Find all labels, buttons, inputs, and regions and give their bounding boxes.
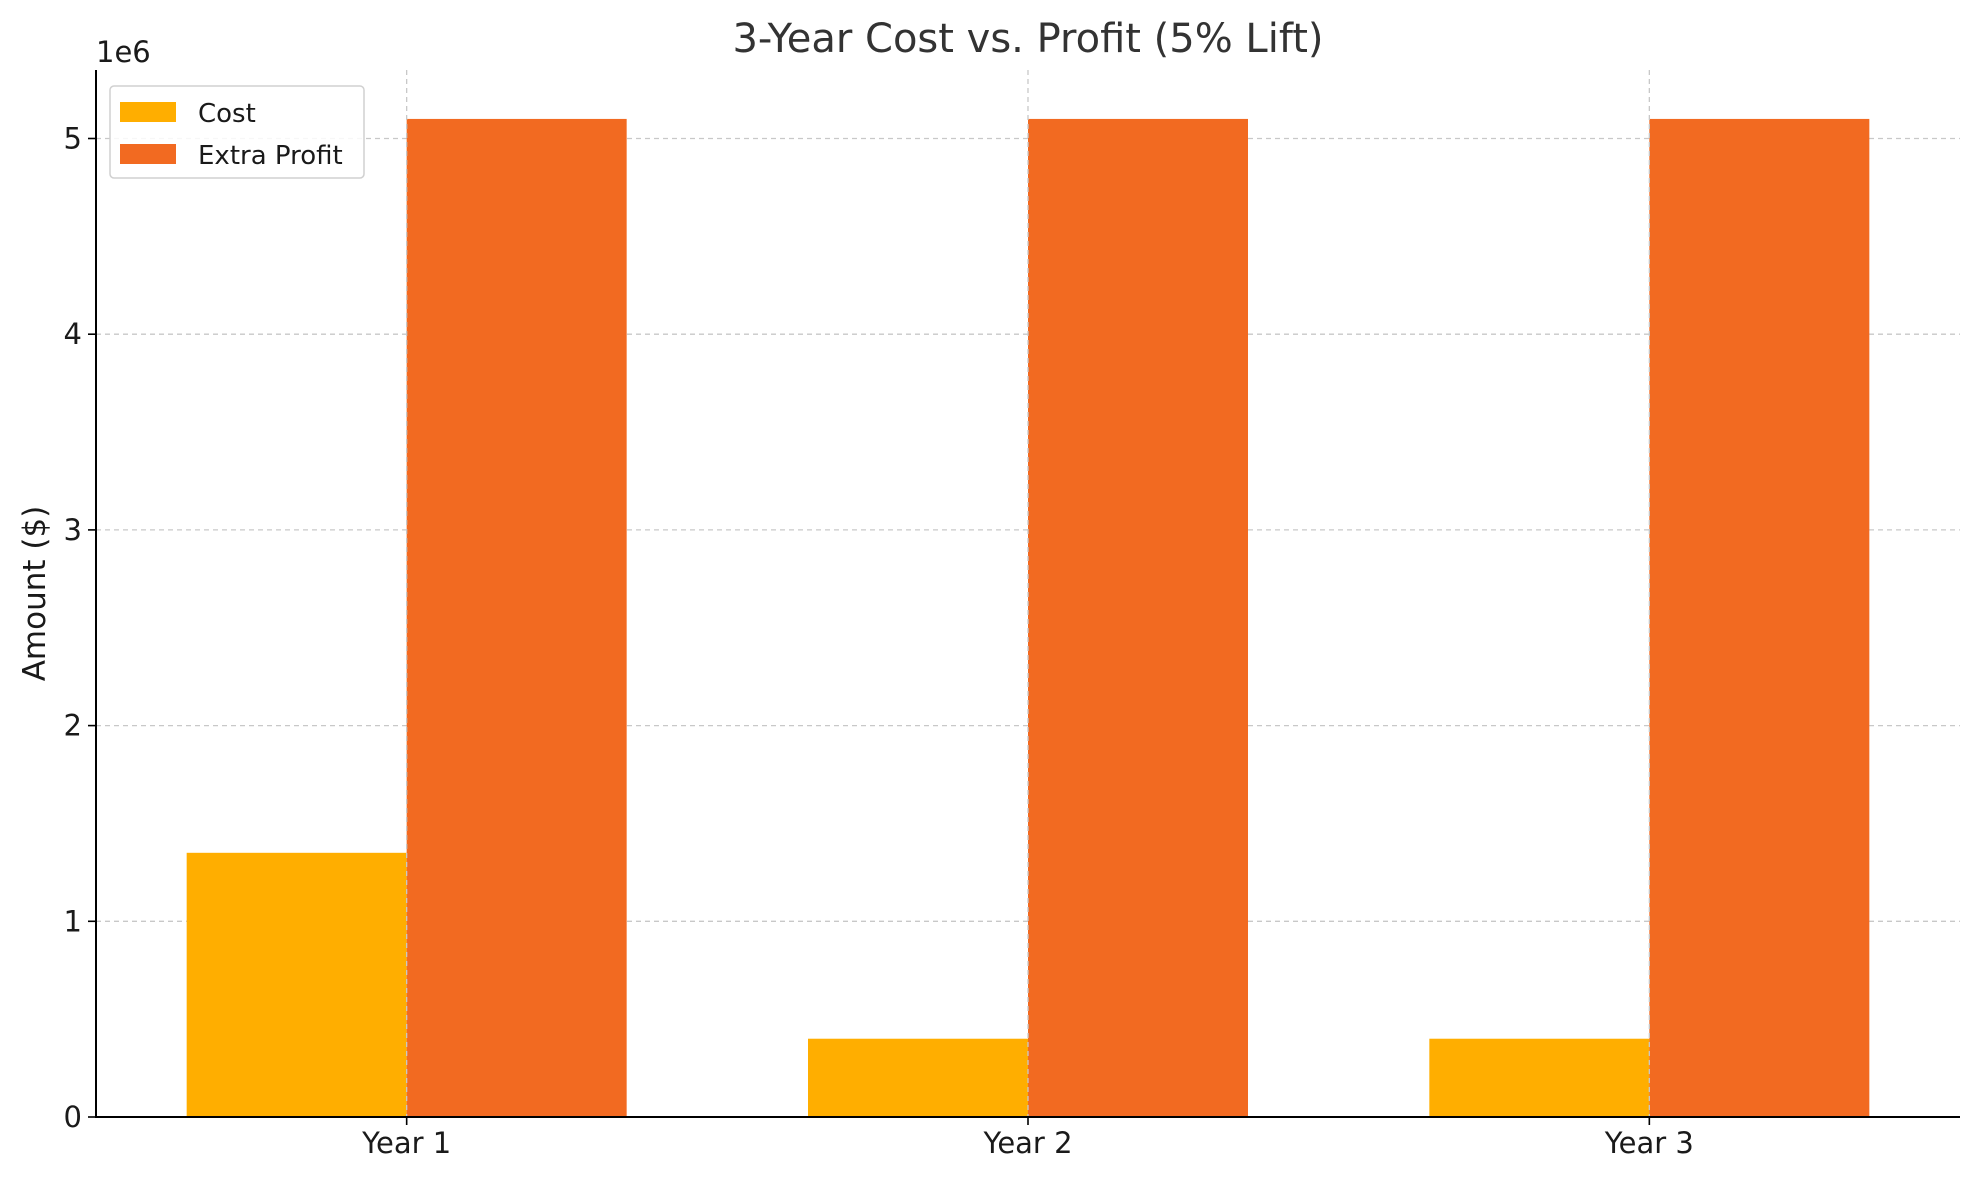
x-tick-label: Year 2 <box>982 1126 1072 1160</box>
legend-swatch-extra-profit <box>120 144 176 164</box>
bar-extra-profit-year-1 <box>406 118 627 1117</box>
bars-layer <box>186 118 1870 1117</box>
y-axis-offset-label: 1e6 <box>96 35 151 69</box>
y-tick-label: 3 <box>64 513 82 547</box>
x-tick-label: Year 3 <box>1604 1126 1694 1160</box>
ticks-layer: 0 1 2 3 4 5 Year 1 Year 2 Year 3 <box>64 121 1694 1160</box>
legend-label-extra-profit: Extra Profit <box>198 141 343 171</box>
bar-cost-year-1 <box>186 852 407 1117</box>
legend: Cost Extra Profit <box>109 85 365 179</box>
y-tick-label: 5 <box>64 121 82 155</box>
y-tick-label: 1 <box>64 904 82 938</box>
legend-label-cost: Cost <box>198 99 256 129</box>
y-tick-label: 4 <box>64 317 82 351</box>
chart-title: 3-Year Cost vs. Profit (5% Lift) <box>732 16 1323 62</box>
y-axis-label: Amount ($) <box>17 506 53 682</box>
legend-swatch-cost <box>120 102 176 122</box>
bar-extra-profit-year-3 <box>1649 118 1870 1117</box>
bar-cost-year-3 <box>1429 1038 1650 1117</box>
bar-extra-profit-year-2 <box>1028 118 1248 1117</box>
y-tick-label: 0 <box>64 1100 82 1134</box>
bar-cost-year-2 <box>808 1038 1028 1117</box>
y-tick-label: 2 <box>64 709 82 743</box>
x-tick-label: Year 1 <box>361 1126 451 1160</box>
